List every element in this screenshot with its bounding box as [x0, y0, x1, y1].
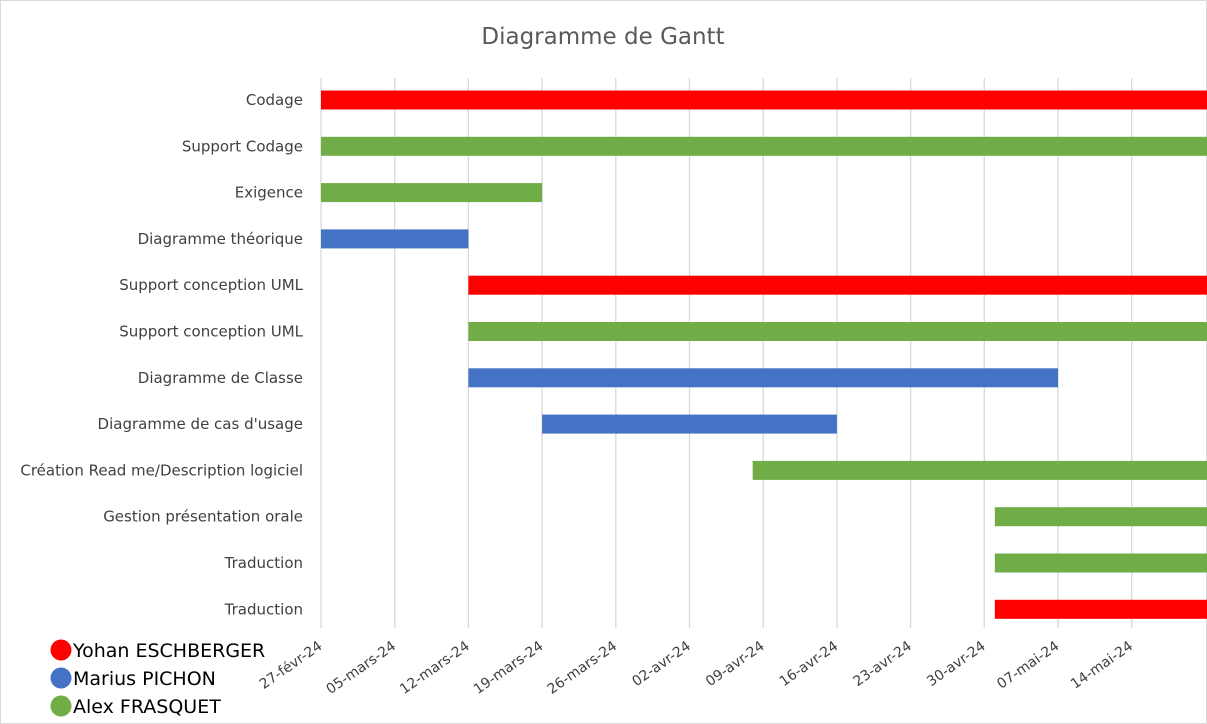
task-label: Diagramme de Classe — [138, 369, 303, 387]
task-label: Exigence — [235, 184, 303, 202]
legend-marker — [50, 667, 72, 689]
gantt-bar — [994, 599, 1207, 619]
gantt-bar — [321, 90, 1207, 110]
legend-marker — [50, 639, 72, 661]
x-tick-label: 05-mars-24 — [323, 638, 399, 698]
gantt-bar — [468, 275, 1207, 295]
gantt-bar — [752, 460, 1207, 480]
gantt-bar — [321, 229, 469, 249]
gantt-bar — [468, 322, 1207, 341]
x-tick-label: 19-mars-24 — [471, 638, 547, 698]
x-tick-label: 23-avr-24 — [850, 638, 915, 690]
gantt-bars — [321, 90, 1207, 619]
gridlines — [320, 78, 1133, 628]
task-label: Support conception UML — [119, 276, 303, 294]
gantt-bar — [321, 183, 543, 203]
chart-title: Diagramme de Gantt — [481, 24, 724, 50]
task-label: Codage — [246, 91, 303, 109]
task-label: Traduction — [224, 600, 303, 618]
gantt-bar — [468, 368, 1058, 388]
x-axis-tick-labels: 27-févr-2405-mars-2412-mars-2419-mars-24… — [257, 638, 1136, 698]
gantt-bar — [994, 553, 1207, 573]
gantt-bar — [321, 136, 1207, 156]
legend-marker — [50, 695, 72, 717]
task-label: Support conception UML — [119, 323, 303, 341]
x-tick-label: 16-avr-24 — [777, 638, 842, 690]
task-label: Diagramme théorique — [138, 230, 303, 248]
gantt-bar — [994, 507, 1207, 527]
task-label: Traduction — [224, 554, 303, 572]
legend-label: Yohan ESCHBERGER — [72, 640, 265, 662]
task-labels: Codage Support Codage Exigence Diagramme th… — [20, 91, 303, 618]
x-tick-label: 09-avr-24 — [703, 638, 768, 690]
x-tick-label: 14-mai-24 — [1068, 638, 1136, 692]
task-label: Diagramme de cas d'usage — [98, 415, 303, 433]
x-tick-label: 12-mars-24 — [397, 638, 473, 698]
task-label: Gestion présentation orale — [103, 508, 303, 526]
task-label: Création Read me/Description logiciel — [20, 461, 303, 479]
x-tick-label: 27-févr-24 — [257, 638, 326, 693]
x-tick-label: 02-avr-24 — [629, 638, 694, 690]
x-tick-label: 07-mai-24 — [994, 638, 1062, 692]
task-label: Support Codage — [182, 137, 303, 155]
x-tick-label: 26-mars-24 — [545, 638, 621, 698]
x-tick-label: 30-avr-24 — [924, 638, 989, 690]
legend-label: Marius PICHON — [73, 668, 216, 690]
gantt-bar — [542, 414, 837, 434]
legend-label: Alex FRASQUET — [73, 696, 221, 718]
legend: Yohan ESCHBERGER Marius PICHON Alex FRASQU… — [50, 639, 265, 718]
